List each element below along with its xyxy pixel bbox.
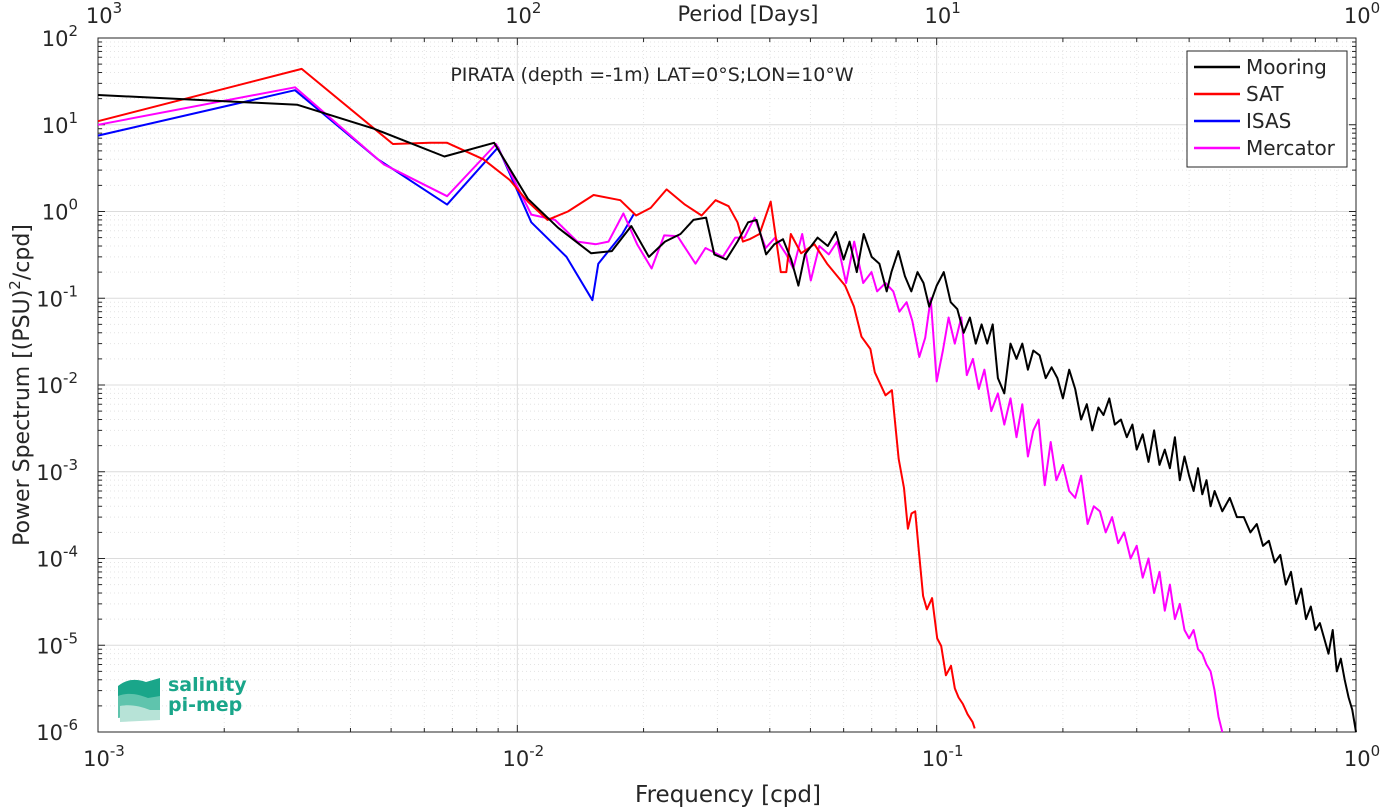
logo-line-1: salinity [168,674,247,696]
top-tick-label: 102 [505,0,541,28]
series-line-mercator [97,86,1224,733]
y-tick-label: 10-4 [36,543,78,572]
top-tick-label: 103 [86,0,122,28]
legend-label-isas: ISAS [1246,109,1291,133]
logo-text: salinity pi-mep [168,675,247,715]
chart-title: PIRATA (depth =-1m) LAT=0°S;LON=10°W [450,64,854,86]
legend-label-mercator: Mercator [1246,136,1336,160]
grid [97,38,1356,733]
x-tick-label: 10-1 [922,742,964,771]
salinity-pi-mep-logo: salinity pi-mep [116,672,256,724]
logo-wave-icon [118,678,160,722]
y-tick-label: 10-1 [36,282,78,311]
logo-line-2: pi-mep [168,694,243,716]
x-tick-label: 10-2 [502,742,544,771]
legend-label-mooring: Mooring [1246,55,1327,79]
axis-ticks: 10-3 10-2 10-1 100 103 102 101 100 102 101 100 10-1… [36,0,1380,771]
y-axis-label: Power Spectrum [(PSU)2/cpd] [6,224,35,546]
series-lines [97,67,1357,733]
x-tick-label: 10-3 [83,742,125,771]
series-line-sat [97,67,976,729]
legend-label-sat: SAT [1246,82,1284,106]
x-tick-label: 100 [1344,742,1380,771]
legend: Mooring SAT ISAS Mercator [1186,50,1348,168]
y-tick-label: 102 [42,22,78,51]
y-tick-label: 10-6 [36,716,78,745]
y-tick-label: 10-2 [36,369,78,398]
x-axis-label: Frequency [cpd] [635,782,821,808]
y-tick-label: 10-3 [36,456,78,485]
y-tick-label: 100 [42,196,78,225]
series-line-mooring [97,94,1357,733]
top-tick-label: 100 [1344,0,1380,28]
top-axis-label: Period [Days] [678,2,819,26]
y-tick-label: 101 [42,109,78,138]
y-tick-label: 10-5 [36,629,78,658]
top-tick-label: 101 [925,0,961,28]
